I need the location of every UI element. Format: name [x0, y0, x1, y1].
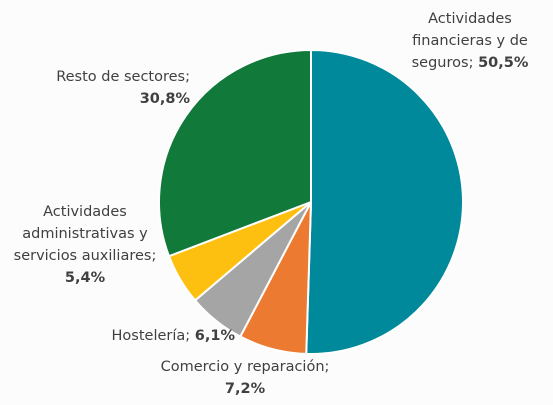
category-label: Actividades administrativas y servicios …	[14, 204, 152, 264]
value-label: 6,1%	[195, 328, 235, 344]
slice-label: Comercio y reparación; 7,2%	[150, 356, 340, 400]
value-label: 50,5%	[478, 55, 528, 71]
slice-label: Hostelería; 6,1%	[60, 325, 235, 347]
value-label: 7,2%	[225, 381, 265, 397]
category-label: Comercio y reparación	[161, 359, 325, 375]
category-label: Resto de sectores	[56, 69, 185, 85]
chart: Actividades financieras y de seguros; 50…	[0, 0, 553, 405]
value-label: 5,4%	[65, 270, 105, 286]
label-separator: ;	[151, 248, 156, 264]
label-separator: ;	[469, 55, 474, 71]
label-separator: ;	[325, 359, 330, 375]
slice-label: Actividades financieras y de seguros; 50…	[390, 8, 550, 74]
slice-label: Resto de sectores; 30,8%	[30, 66, 190, 110]
category-label: Hostelería	[112, 328, 186, 344]
pie-slice	[306, 50, 463, 354]
label-separator: ;	[185, 328, 190, 344]
value-label: 30,8%	[140, 91, 190, 107]
label-separator: ;	[185, 69, 190, 85]
slice-label: Actividades administrativas y servicios …	[0, 201, 170, 289]
